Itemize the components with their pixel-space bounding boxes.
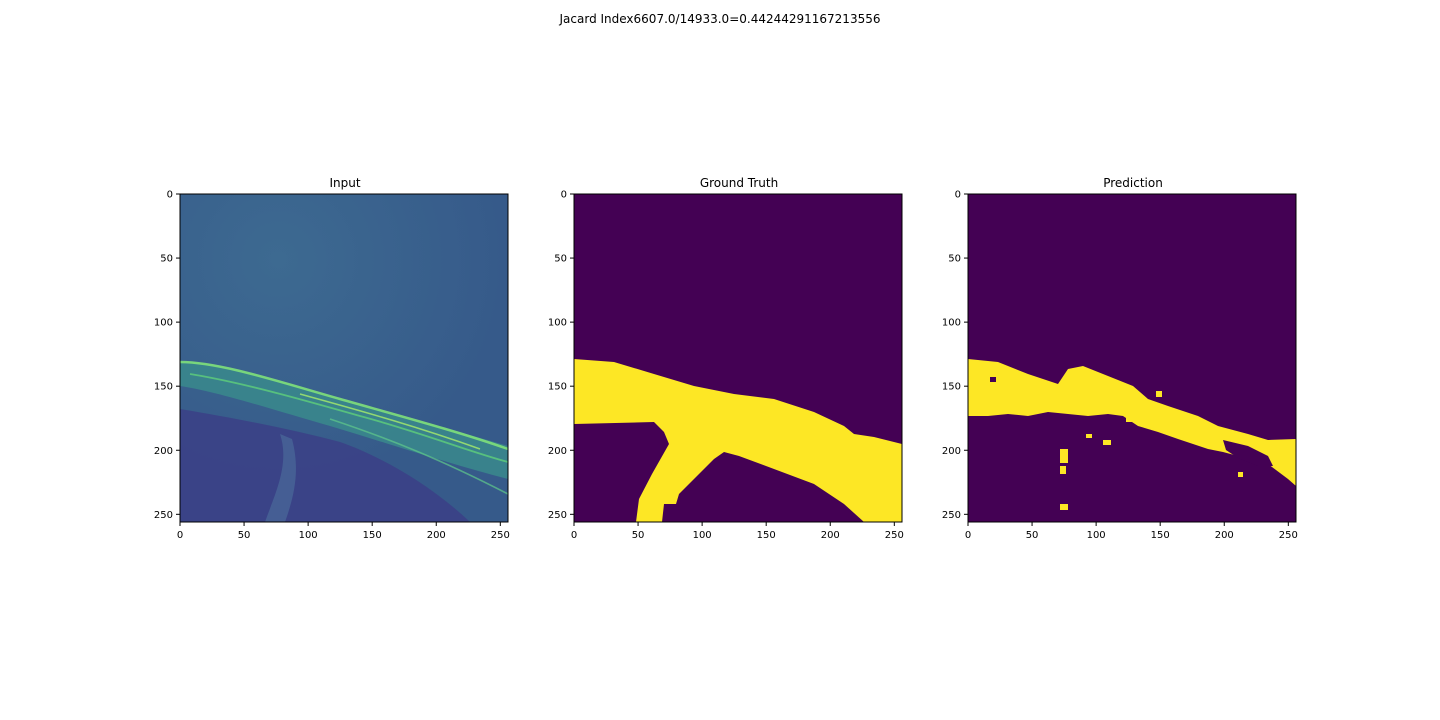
y-tick-label: 100	[154, 318, 173, 329]
x-tick-label: 50	[1026, 530, 1039, 541]
y-tick-label: 150	[154, 382, 173, 393]
prediction-speck-1	[990, 377, 996, 382]
prediction-speck-6	[1126, 416, 1132, 422]
x-tick-label: 50	[238, 530, 251, 541]
x-tick-label: 150	[1151, 530, 1170, 541]
x-tick-label: 100	[693, 530, 712, 541]
prediction-plot: 0 50 100 150 200 250 0 50 100 150 200 250	[942, 190, 1298, 542]
y-tick-label: 250	[154, 510, 173, 521]
y-tick-label: 50	[554, 254, 567, 265]
x-tick-label: 250	[885, 530, 904, 541]
x-tick-label: 250	[1279, 530, 1298, 541]
panel-title-input: Input	[329, 176, 361, 190]
x-tick-label: 200	[1215, 530, 1234, 541]
y-tick-label: 50	[948, 254, 961, 265]
x-tick-label: 100	[299, 530, 318, 541]
input-bright-streak-2	[189, 373, 509, 463]
ground-truth-axes: 0 50 100 150 200 250 0 50 100 150 200 250	[548, 190, 904, 542]
panel-ground-truth: Ground Truth 0 50 100 150 200 250 0 50 100 150 20…	[548, 176, 924, 556]
y-tick-label: 150	[942, 382, 961, 393]
input-axes: 0 50 100 150 200 250 0 50 100 150 200 250	[154, 190, 510, 542]
x-tick-label: 150	[757, 530, 776, 541]
x-tick-label: 0	[965, 530, 971, 541]
prediction-speck-2	[1060, 449, 1068, 463]
x-tick-label: 250	[491, 530, 510, 541]
y-tick-label: 0	[167, 190, 173, 201]
panel-title-prediction: Prediction	[1103, 176, 1163, 190]
x-tick-label: 50	[632, 530, 645, 541]
input-bright-streak-4	[329, 418, 509, 495]
prediction-speck-4	[1060, 504, 1068, 510]
y-tick-label: 100	[548, 318, 567, 329]
x-tick-label: 200	[821, 530, 840, 541]
x-tick-label: 0	[177, 530, 183, 541]
figure-suptitle: Jacard Index6607.0/14933.0=0.44244291167…	[559, 12, 881, 26]
y-tick-label: 250	[548, 510, 567, 521]
y-tick-label: 0	[561, 190, 567, 201]
x-tick-label: 200	[427, 530, 446, 541]
panel-input: Input 0 50 100 150 200 250 0 50 100 150 200 250	[154, 176, 530, 556]
input-plot: 0 50 100 150 200 250 0 50 100 150 200 250	[154, 190, 510, 542]
x-tick-label: 100	[1087, 530, 1106, 541]
x-tick-label: 0	[571, 530, 577, 541]
prediction-speck-5	[1103, 440, 1111, 445]
prediction-speck-9	[1156, 391, 1162, 397]
y-tick-label: 200	[548, 446, 567, 457]
y-tick-label: 0	[955, 190, 961, 201]
y-tick-label: 150	[548, 382, 567, 393]
y-tick-label: 250	[942, 510, 961, 521]
input-bright-streak-3	[299, 393, 481, 450]
panel-title-ground-truth: Ground Truth	[699, 176, 779, 190]
prediction-speck-8	[1238, 472, 1243, 477]
prediction-mask-band	[968, 359, 1296, 486]
prediction-background	[968, 194, 1296, 522]
y-tick-label: 200	[154, 446, 173, 457]
input-bright-band	[180, 362, 508, 479]
input-bright-streak-1	[179, 360, 509, 451]
prediction-axes: 0 50 100 150 200 250 0 50 100 150 200 250	[942, 190, 1298, 542]
input-structure	[265, 434, 296, 522]
y-tick-label: 50	[160, 254, 173, 265]
panel-prediction: Prediction 0 50 100 150 200 250 0 50 100 150 200 2…	[942, 176, 1318, 556]
input-dark-region	[180, 409, 470, 522]
prediction-hole-1	[1223, 440, 1273, 466]
x-tick-label: 150	[363, 530, 382, 541]
y-tick-label: 100	[942, 318, 961, 329]
ground-truth-mask-band	[574, 359, 902, 522]
y-tick-label: 200	[942, 446, 961, 457]
ground-truth-plot: 0 50 100 150 200 250 0 50 100 150 200 250	[548, 190, 904, 542]
prediction-speck-3	[1060, 466, 1066, 474]
prediction-speck-7	[1086, 434, 1092, 438]
